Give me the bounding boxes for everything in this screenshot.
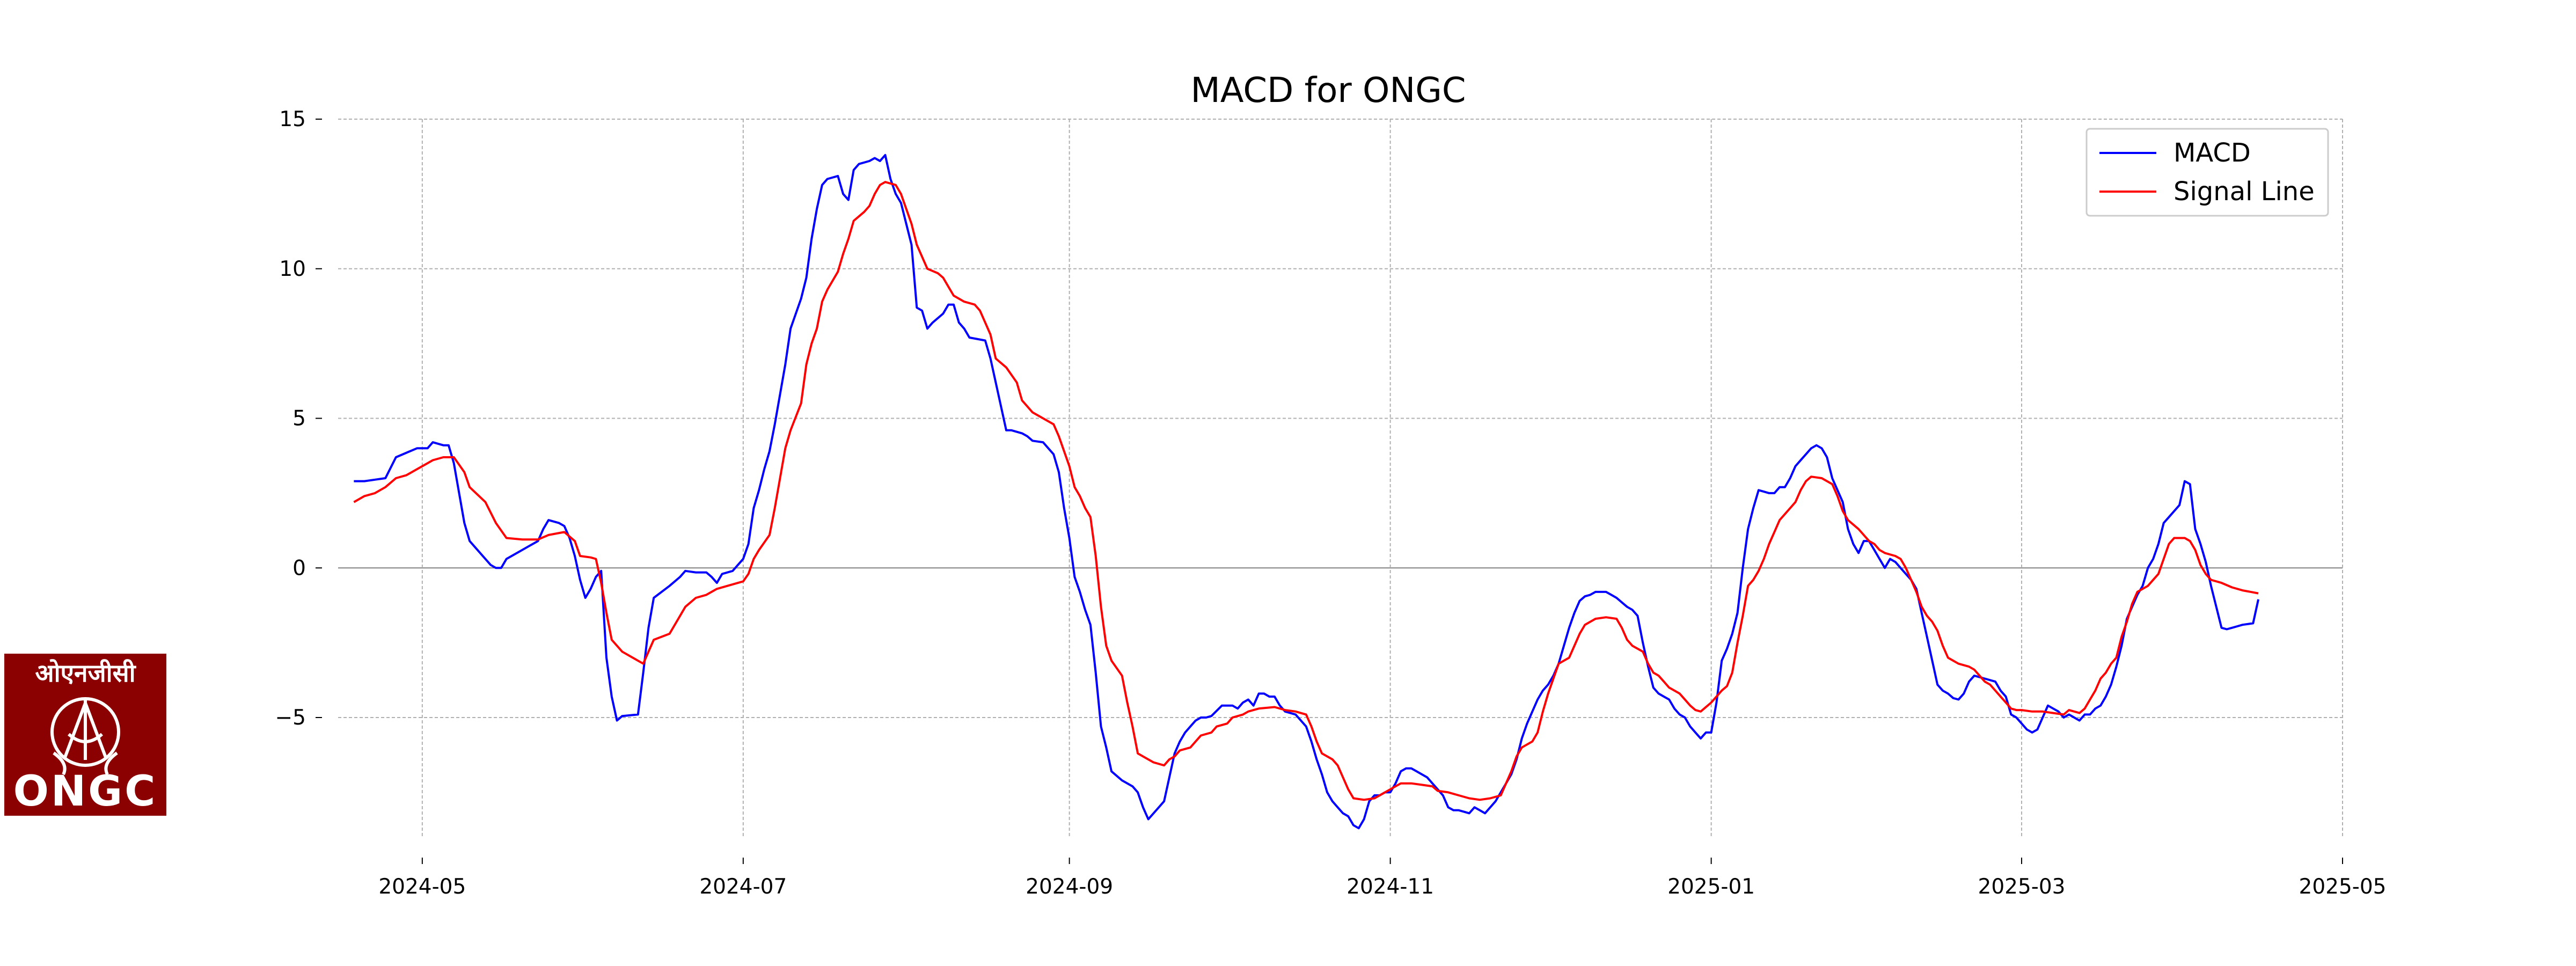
y-tick-label: 15: [279, 107, 306, 131]
x-tick-label: 2025-01: [1667, 875, 1755, 899]
oil-rig-emblem-icon: [50, 697, 120, 775]
axes: 15 10 5 0 −5 2024-05 2024-07 2024-09 2024-11 2025…: [275, 107, 2387, 899]
grid: [338, 119, 2343, 837]
x-tick-label: 2024-05: [378, 875, 466, 899]
x-tick-label: 2024-11: [1346, 875, 1434, 899]
y-tick-label: −5: [275, 706, 306, 730]
series-line-signal-line: [353, 181, 2259, 801]
legend-box: [2085, 128, 2329, 217]
x-tick-label: 2025-03: [1978, 875, 2066, 899]
logo-ongc-text: ONGC: [13, 767, 158, 816]
y-tick-label: 10: [279, 257, 306, 281]
logo-hindi-text: ओएनजीसी: [35, 658, 136, 687]
legend: MACD Signal Line: [2085, 128, 2329, 217]
x-tick-label: 2024-09: [1026, 875, 1113, 899]
ongc-logo: ओएनजीसी ONGC: [4, 654, 166, 816]
legend-label-macd: MACD: [2174, 138, 2251, 168]
legend-label-signal-line: Signal Line: [2174, 177, 2315, 207]
x-tick-label: 2025-05: [2299, 875, 2387, 899]
series-layer: [353, 153, 2260, 830]
chart-title: MACD for ONGC: [1190, 71, 1466, 111]
series-line-macd: [354, 153, 2260, 830]
x-tick-label: 2024-07: [699, 875, 787, 899]
y-tick-label: 0: [292, 556, 306, 580]
y-tick-label: 5: [292, 407, 306, 431]
